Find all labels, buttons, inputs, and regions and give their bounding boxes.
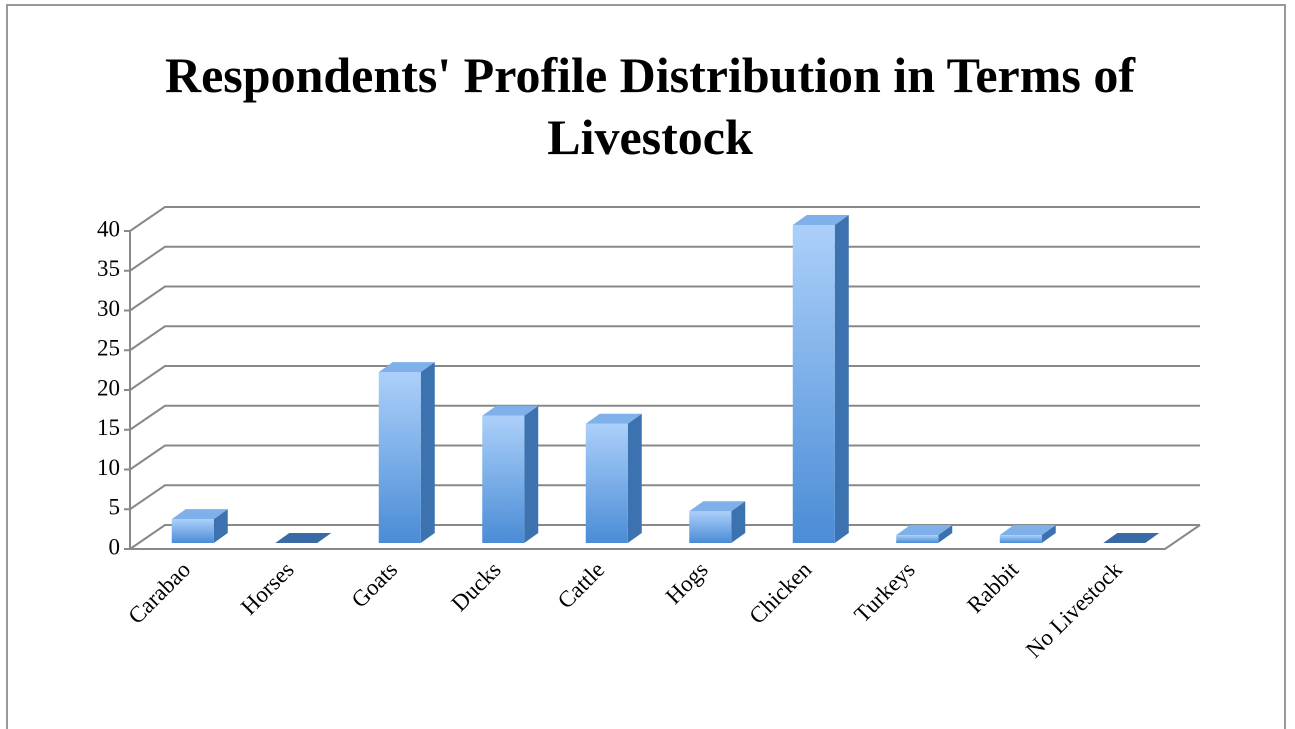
- bar-top: [585, 413, 642, 424]
- x-tick-label: Horses: [236, 557, 299, 620]
- bar-top: [999, 525, 1056, 536]
- x-tick-label: Cattle: [553, 557, 610, 614]
- bar-side: [731, 501, 746, 543]
- bar: [482, 405, 539, 543]
- bar-top: [275, 533, 332, 543]
- y-tick-label: 30: [97, 296, 120, 321]
- x-tick-label: Hogs: [661, 557, 713, 609]
- y-tick-label: 0: [109, 534, 121, 559]
- bar-top: [792, 215, 849, 225]
- floor-edge: [130, 524, 1201, 550]
- y-tick-label: 35: [97, 256, 120, 281]
- bar-side: [627, 413, 642, 543]
- bar-front: [482, 415, 525, 543]
- grid-line: [129, 404, 1200, 431]
- y-tick-label: 25: [97, 336, 120, 361]
- x-tick-label: Carabao: [123, 557, 195, 629]
- bar: [1103, 533, 1160, 543]
- grid-line: [129, 206, 1200, 232]
- grid-line: [129, 444, 1200, 471]
- bar-top: [482, 405, 539, 416]
- bar: [585, 413, 642, 543]
- bar-front: [896, 535, 939, 543]
- grid-line: [129, 325, 1200, 352]
- bar-side: [938, 525, 953, 543]
- bar-side: [834, 215, 849, 543]
- bar-front: [792, 225, 835, 543]
- bar-front: [999, 535, 1042, 543]
- bar-side: [420, 362, 435, 543]
- bar-front: [585, 423, 628, 543]
- bar-front: [171, 519, 214, 543]
- bar-side: [524, 405, 539, 543]
- grid-line: [129, 245, 1200, 272]
- x-tick-label: Goats: [347, 557, 403, 613]
- x-tick-label: Rabbit: [962, 556, 1023, 617]
- bar: [896, 525, 953, 543]
- y-tick-label: 10: [97, 455, 120, 480]
- bar-top: [896, 525, 953, 536]
- grid-line: [129, 365, 1200, 391]
- chart-title: Respondents' Profile Distribution in Ter…: [165, 47, 1135, 165]
- x-tick-label: Ducks: [447, 557, 506, 616]
- grid-line: [129, 484, 1200, 511]
- bar-top: [1103, 533, 1160, 543]
- bar-top: [171, 509, 228, 520]
- grid-line: [129, 524, 1200, 550]
- chart-border: [6, 4, 1286, 729]
- bar: [792, 215, 849, 543]
- x-tick-label: Chicken: [744, 557, 816, 629]
- bar-side: [1041, 525, 1056, 543]
- grid-line: [129, 285, 1200, 312]
- bar-front: [689, 511, 732, 543]
- bar: [999, 525, 1056, 543]
- bar: [378, 362, 435, 543]
- bar-front: [378, 372, 421, 543]
- x-tick-label: No Livestock: [1021, 557, 1127, 663]
- y-tick-label: 40: [97, 216, 120, 241]
- bar: [689, 501, 746, 543]
- bar-top: [689, 501, 746, 512]
- bar: [171, 509, 228, 543]
- x-tick-label: Turkeys: [849, 557, 919, 627]
- y-tick-label: 5: [109, 495, 121, 520]
- y-tick-label: 15: [97, 415, 120, 440]
- bar-top: [378, 362, 435, 373]
- bar-side: [213, 509, 228, 543]
- bar: [275, 533, 332, 543]
- y-tick-label: 20: [97, 375, 120, 400]
